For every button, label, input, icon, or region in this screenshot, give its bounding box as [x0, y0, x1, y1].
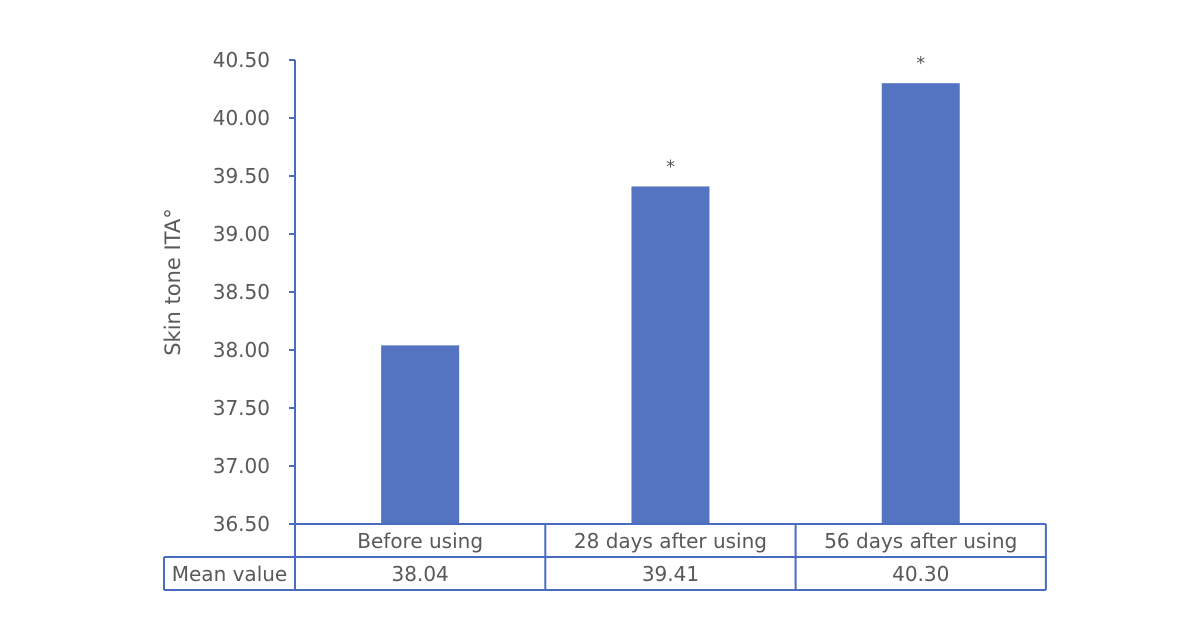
y-tick-label: 40.50	[213, 48, 270, 72]
bar	[631, 186, 710, 524]
x-category-label: 56 days after using	[824, 529, 1017, 553]
bar	[881, 83, 960, 524]
y-tick-label: 38.50	[213, 280, 270, 304]
table-cell-value: 39.41	[642, 562, 699, 586]
y-tick-label: 36.50	[213, 512, 270, 536]
bar	[381, 345, 460, 524]
table-cell-value: 40.30	[892, 562, 949, 586]
y-axis-title: Skin tone ITA°	[161, 208, 185, 356]
y-tick-label: 39.50	[213, 164, 270, 188]
y-tick-label: 37.50	[213, 396, 270, 420]
y-tick-label: 38.00	[213, 338, 270, 362]
y-tick-label: 39.00	[213, 222, 270, 246]
x-category-label: 28 days after using	[574, 529, 767, 553]
table-row-label: Mean value	[172, 562, 287, 586]
y-tick-label: 40.00	[213, 106, 270, 130]
table-cell-value: 38.04	[392, 562, 449, 586]
y-tick-label: 37.00	[213, 454, 270, 478]
significance-marker: *	[666, 156, 675, 177]
x-category-label: Before using	[357, 529, 483, 553]
significance-marker: *	[916, 53, 925, 74]
